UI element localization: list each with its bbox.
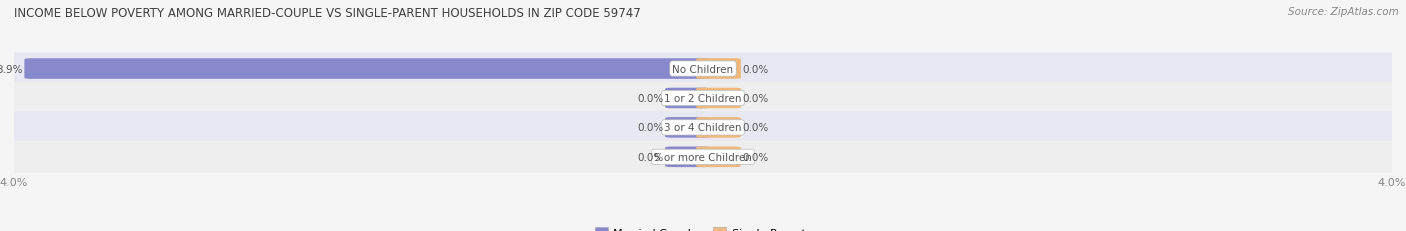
FancyBboxPatch shape — [0, 141, 1406, 173]
Text: 0.0%: 0.0% — [742, 152, 769, 162]
Text: INCOME BELOW POVERTY AMONG MARRIED-COUPLE VS SINGLE-PARENT HOUSEHOLDS IN ZIP COD: INCOME BELOW POVERTY AMONG MARRIED-COUPL… — [14, 7, 641, 20]
FancyBboxPatch shape — [24, 59, 710, 79]
FancyBboxPatch shape — [0, 53, 1406, 85]
Legend: Married Couples, Single Parents: Married Couples, Single Parents — [591, 223, 815, 231]
FancyBboxPatch shape — [0, 82, 1406, 115]
FancyBboxPatch shape — [665, 88, 710, 109]
Text: 0.0%: 0.0% — [637, 152, 664, 162]
FancyBboxPatch shape — [696, 88, 741, 109]
FancyBboxPatch shape — [665, 118, 710, 138]
Text: No Children: No Children — [672, 64, 734, 74]
Text: 0.0%: 0.0% — [742, 64, 769, 74]
Text: 1 or 2 Children: 1 or 2 Children — [664, 94, 742, 103]
Text: 0.0%: 0.0% — [742, 123, 769, 133]
FancyBboxPatch shape — [696, 118, 741, 138]
FancyBboxPatch shape — [696, 59, 741, 79]
Text: 0.0%: 0.0% — [742, 94, 769, 103]
Text: 5 or more Children: 5 or more Children — [654, 152, 752, 162]
FancyBboxPatch shape — [696, 147, 741, 167]
FancyBboxPatch shape — [0, 112, 1406, 144]
Text: 3.9%: 3.9% — [0, 64, 22, 74]
Text: 3 or 4 Children: 3 or 4 Children — [664, 123, 742, 133]
Text: 0.0%: 0.0% — [637, 94, 664, 103]
FancyBboxPatch shape — [665, 147, 710, 167]
Text: Source: ZipAtlas.com: Source: ZipAtlas.com — [1288, 7, 1399, 17]
Text: 0.0%: 0.0% — [637, 123, 664, 133]
